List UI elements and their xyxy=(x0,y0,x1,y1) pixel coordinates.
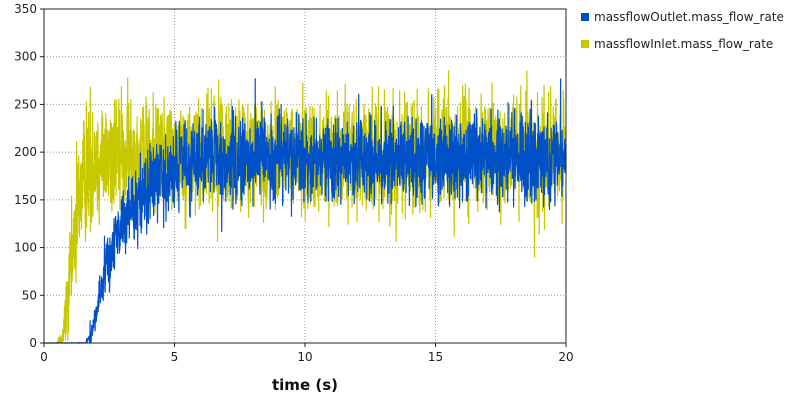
legend-swatch xyxy=(581,13,589,21)
y-tick-label: 150 xyxy=(14,193,37,207)
y-tick-label: 0 xyxy=(29,336,37,350)
y-tick-label: 350 xyxy=(14,2,37,16)
x-axis-title: time (s) xyxy=(272,376,338,394)
legend-label: massflowInlet.mass_flow_rate xyxy=(594,37,773,51)
x-tick-label: 15 xyxy=(428,350,443,364)
y-tick-label: 200 xyxy=(14,145,37,159)
x-tick-label: 20 xyxy=(558,350,573,364)
legend-label: massflowOutlet.mass_flow_rate xyxy=(594,10,784,24)
y-tick-label: 250 xyxy=(14,97,37,111)
series-line-inlet xyxy=(43,70,567,344)
x-axis: 0 5 10 15 20 xyxy=(40,343,574,364)
y-axis: 0 50 100 150 200 250 300 350 xyxy=(14,2,44,350)
y-tick-label: 50 xyxy=(22,288,37,302)
x-tick-label: 0 xyxy=(40,350,48,364)
y-tick-label: 100 xyxy=(14,241,37,255)
legend-swatch xyxy=(581,40,589,48)
x-tick-label: 5 xyxy=(171,350,179,364)
legend: massflowOutlet.mass_flow_rate massflowInl… xyxy=(581,10,784,51)
series-line-outlet xyxy=(43,78,567,344)
series-layer xyxy=(43,70,567,344)
y-tick-label: 300 xyxy=(14,50,37,64)
x-tick-label: 10 xyxy=(297,350,312,364)
